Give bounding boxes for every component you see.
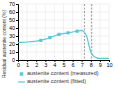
- x-tick-label: 5: [62, 62, 65, 68]
- grid-line-x: [36, 4, 37, 60]
- y-tick-label: 10: [9, 49, 15, 55]
- x-tick-label: 6: [72, 62, 75, 68]
- y-tick: 70: [9, 1, 18, 7]
- plot: 012345678910010203040506070: [9, 1, 113, 68]
- x-tick: 9: [99, 60, 102, 68]
- grid-line-x: [45, 4, 46, 60]
- y-tick: 10: [9, 49, 18, 55]
- x-tick-label: 0: [17, 62, 20, 68]
- grid-line-y: [18, 20, 109, 21]
- grid-line-y: [18, 36, 109, 37]
- y-tick-mark: [16, 44, 18, 45]
- legend-item: austenite content (fitted): [18, 78, 86, 84]
- x-tick-label: 1: [26, 62, 29, 68]
- y-tick: 60: [9, 9, 18, 15]
- x-tick: 3: [44, 60, 47, 68]
- y-tick-mark: [16, 20, 18, 21]
- grid-line-y: [18, 12, 109, 13]
- y-tick-label: 70: [9, 1, 15, 7]
- legend-item: austenite content (measured): [20, 70, 99, 76]
- marks: [18, 4, 109, 60]
- x-tick: 1: [26, 60, 29, 68]
- grid-line-y: [18, 4, 109, 5]
- chart: 012345678910010203040506070Residual aust…: [0, 0, 115, 88]
- x-tick: 5: [62, 60, 65, 68]
- y-axis-title: Residual austenite content (%): [1, 10, 7, 78]
- reference-line: [91, 4, 92, 60]
- legend-label: austenite content (measured): [27, 70, 99, 76]
- x-tick-label: 8: [90, 62, 93, 68]
- y-tick-mark: [16, 36, 18, 37]
- y-tick-mark: [16, 12, 18, 13]
- y-axis-line: [16, 5, 19, 61]
- y-tick-label: 60: [9, 9, 15, 15]
- x-tick: 6: [72, 60, 75, 68]
- y-axis: 0 10 20 30 40 50 60 70: [9, 1, 19, 63]
- line: [18, 30, 109, 58]
- x-tick: 2: [35, 60, 38, 68]
- legend-swatch: [18, 81, 25, 82]
- legend: austenite content (measured) austenite co…: [18, 70, 99, 84]
- grid-line-x: [27, 4, 28, 60]
- grid-line-y: [18, 52, 109, 53]
- x-tick: 10: [106, 60, 112, 68]
- grid-line-x: [63, 4, 64, 60]
- y-tick: 0: [12, 57, 18, 63]
- y-tick-label: 30: [9, 33, 15, 39]
- x-axis: 012345 6789 10: [17, 60, 113, 68]
- grid-line-x: [99, 4, 100, 60]
- grid: [18, 4, 109, 60]
- x-tick-label: 4: [53, 62, 56, 68]
- y-tick: 40: [9, 25, 18, 31]
- chart-container: 012345678910010203040506070Residual aust…: [0, 0, 115, 88]
- y-tick-mark: [16, 60, 18, 61]
- y-tick-label: 50: [9, 17, 15, 23]
- x-tick-label: 2: [35, 62, 38, 68]
- x-tick: 0: [17, 60, 20, 68]
- grid-line-y: [18, 28, 109, 29]
- grid-line-x: [81, 4, 82, 60]
- y-tick: 20: [9, 41, 18, 47]
- legend-swatch: [20, 72, 23, 75]
- y-tick-label: 20: [9, 41, 15, 47]
- x-tick: 4: [53, 60, 56, 68]
- y-tick-label: 0: [12, 57, 15, 63]
- x-tick: 8: [90, 60, 93, 68]
- y-tick-mark: [16, 28, 18, 29]
- grid-line-x: [54, 4, 55, 60]
- y-tick: 30: [9, 33, 18, 39]
- legend-label: austenite content (fitted): [27, 78, 86, 84]
- grid-line-x: [109, 4, 110, 60]
- x-tick-label: 3: [44, 62, 47, 68]
- y-tick-mark: [16, 4, 18, 5]
- grid-line-y: [18, 44, 109, 45]
- x-tick-label: 10: [106, 62, 112, 68]
- y-tick-mark: [16, 52, 18, 53]
- x-tick-label: 9: [99, 62, 102, 68]
- x-tick: 7: [81, 60, 84, 68]
- y-tick: 50: [9, 17, 18, 23]
- y-tick-label: 40: [9, 25, 15, 31]
- x-tick-label: 7: [81, 62, 84, 68]
